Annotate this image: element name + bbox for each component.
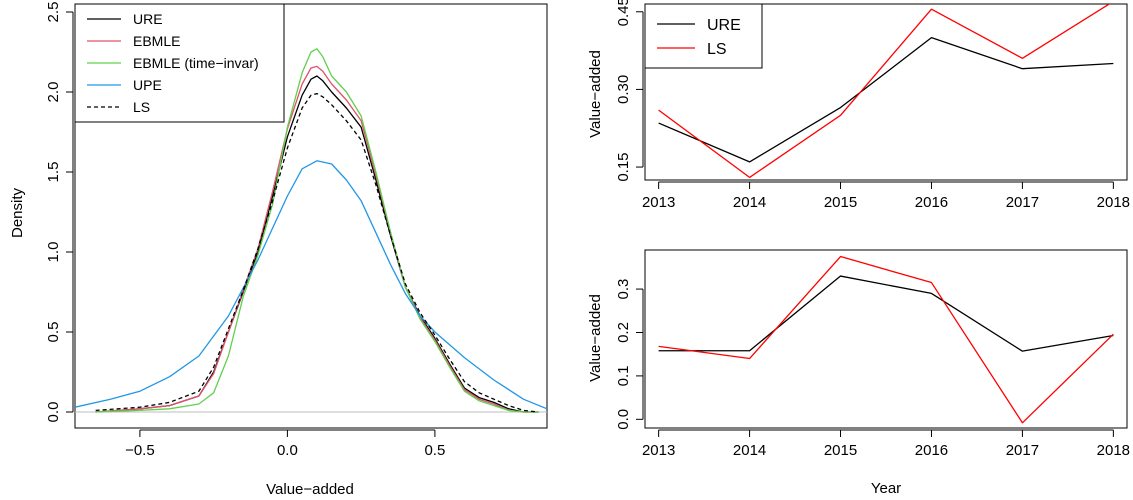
density-series-ebmle-time-invar-line [95,48,539,413]
bottom-right-x-tick-label: 2013 [642,442,675,459]
bottom-right-x-tick-label: 2015 [824,442,857,459]
top-right-series-ls-line [658,4,1111,179]
density-ylabel: Density [9,187,26,238]
density-y-tick-label: 0.5 [45,322,62,343]
top-right-panel: Value−added 2013 2014 2015 2016 2017 2018 0.15… [587,0,1130,211]
bottom-right-x-tick-label: 2014 [733,442,766,459]
bottom-right-x-tick-label: 2016 [915,442,948,459]
bottom-right-y-tick-label: 0.1 [615,365,632,386]
bottom-right-plot-frame [644,249,1128,429]
density-y-tick-label: 1.0 [45,242,62,263]
density-x-tick-label: 0.0 [277,442,298,459]
bottom-right-y-tick-label: 0.2 [615,322,632,343]
top-right-legend-label: LS [707,41,727,58]
top-right-y-tick-label: 0.45 [615,0,632,26]
top-right-y-tick-label: 0.30 [615,75,632,104]
density-legend-label: URE [133,11,163,27]
top-right-ylabel: Value−added [587,50,604,138]
density-x-tick-label: −0.5 [125,442,155,459]
top-right-x-tick-label: 2013 [642,194,675,211]
bottom-right-series-ls-line [658,255,1114,424]
density-series-ebmle-line [95,65,539,413]
bottom-right-xlabel: Year [871,480,901,497]
bottom-right-ylabel: Value−added [587,294,604,382]
top-right-legend-box [644,3,763,69]
density-y-tick-label: 2.5 [45,2,62,23]
top-right-plot-frame [644,3,1128,181]
bottom-right-y-tick-label: 0.3 [615,279,632,300]
top-right-x-tick-label: 2014 [733,194,766,211]
top-right-x-tick-label: 2018 [1097,194,1130,211]
bottom-right-x-tick-label: 2017 [1006,442,1039,459]
top-right-y-tick-label: 0.15 [615,152,632,181]
density-plot-frame [74,3,548,429]
density-series-upe-line [75,160,547,410]
top-right-x-tick-label: 2016 [915,194,948,211]
density-y-tick-label: 1.5 [45,162,62,183]
density-series-group [75,48,547,413]
bottom-right-y-tick-label: 0.0 [615,409,632,430]
density-y-tick-label: 2.0 [45,82,62,103]
top-right-x-tick-label: 2017 [1006,194,1039,211]
density-xlabel: Value−added [266,481,354,498]
density-legend-label: LS [133,99,150,115]
bottom-right-series-ure-line [658,275,1114,352]
top-right-legend-label: URE [707,17,741,34]
density-panel: Value−added Density −0.5 0.0 0.5 0.0 0.5 1.0 1… [9,2,548,498]
density-legend-label: EBMLE (time−invar) [133,55,259,71]
top-right-series-ure-line [658,37,1114,163]
bottom-right-series-group [658,255,1114,424]
density-legend-label: UPE [133,77,162,93]
bottom-right-panel: Year Value−added 2013 2014 2015 2016 2017 201… [587,249,1130,497]
bottom-right-x-tick-label: 2018 [1097,442,1130,459]
top-right-series-group [658,4,1114,179]
density-y-tick-label: 0.0 [45,402,62,423]
density-x-tick-label: 0.5 [424,442,445,459]
density-series-ls-line [95,92,539,413]
density-legend-label: EBMLE [133,33,180,49]
top-right-x-tick-label: 2015 [824,194,857,211]
